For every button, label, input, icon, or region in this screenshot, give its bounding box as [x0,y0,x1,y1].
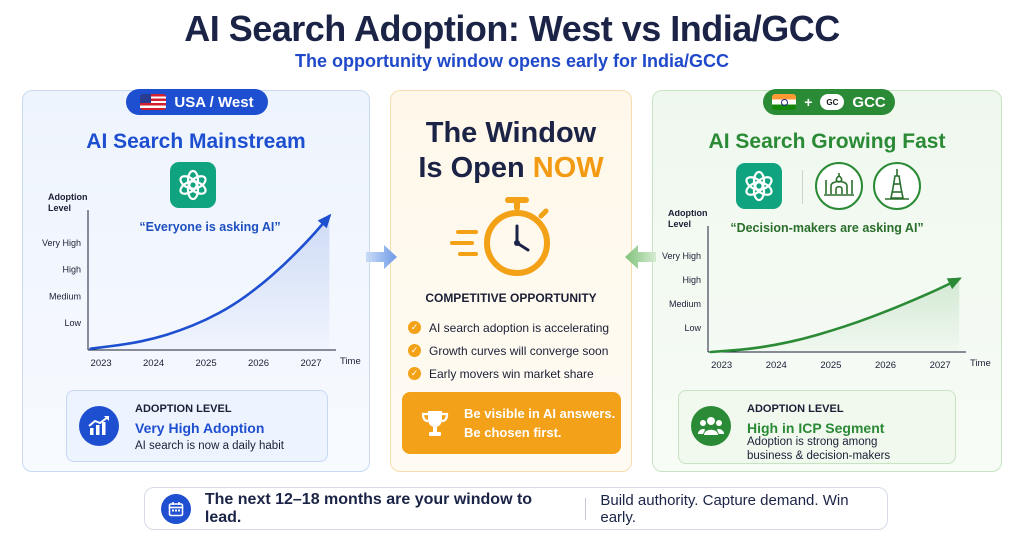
page-subtitle: The opportunity window opens early for I… [294,51,729,71]
cta-line-2: Be chosen first. [464,425,562,440]
x-tick-label: 2027 [300,358,321,369]
left-arrow-icon [625,245,656,269]
india-adoption-level: High in ICP Segment [747,420,885,436]
series-arrowhead [317,213,332,229]
series-line [89,214,331,350]
series-area [710,278,960,352]
list-item-label: Early movers win market share [429,366,594,381]
x-tick-label: 2025 [820,360,841,371]
india-gcc-region-badge: + GC GCC [763,89,895,115]
footer-lead: The next 12–18 months are your window to… [204,490,533,526]
check-icon: ✓ [408,367,421,380]
footer-divider [585,497,587,520]
west-summary-card: ADOPTION LEVEL Very High Adoption AI sea… [66,390,328,462]
check-icon: ✓ [408,344,421,357]
y-tick-label: Low [64,318,81,328]
us-flag-icon [140,94,167,110]
x-tick-label: 2023 [91,358,112,369]
taj-mahal-icon [815,162,863,210]
x-tick-label: 2024 [143,358,164,369]
window-title: The Window Is Open NOW [390,116,632,186]
west-summary-kicker: ADOPTION LEVEL [135,403,232,415]
stopwatch-icon [450,197,550,276]
y-tick-label: Low [684,323,701,333]
series-arrowhead [946,277,962,290]
india-summary-kicker: ADOPTION LEVEL [747,403,844,415]
gcc-logo-icon: GC [820,94,845,110]
y-tick-label: High [682,275,701,285]
opportunity-list: ✓ AI search adoption is accelerating ✓ Gro… [408,316,628,385]
window-title-now: NOW [532,152,604,184]
competitive-opportunity-title: COMPETITIVE OPPORTUNITY [425,291,597,305]
x-tick-label: 2027 [930,360,951,371]
west-adoption-chart: Adoption Level Low Medium High Very High 2023 2… [42,192,361,369]
india-flag-icon [772,94,797,110]
india-description-line-1: Adoption is strong among [747,436,878,448]
x-tick-label: 2026 [875,360,896,371]
india-quote: “Decision-makers are asking AI” [730,221,924,235]
series-area [90,216,330,350]
y-axis-title: Adoption Level [668,210,708,229]
west-adoption-description: AI search is now a daily habit [135,440,284,452]
india-description-line-2: business & decision-makers [747,450,891,462]
y-axis-title: Adoption Level [48,192,88,213]
india-adoption-description: Adoption is strong among business & deci… [747,435,890,463]
x-axis-title: Time [970,358,991,369]
west-heading: AI Search Mainstream [86,130,306,153]
trophy-icon [418,406,452,440]
burj-khalifa-icon [873,162,921,210]
india-summary-card: ADOPTION LEVEL High in ICP Segment Adopt… [678,390,956,464]
right-arrow-icon [366,245,397,269]
list-item-label: Growth curves will converge soon [429,343,609,358]
india-adoption-chart: Adoption Level Low Medium High Very High 2023 2… [662,210,991,371]
x-axis-title: Time [340,356,361,367]
footer-tagline: Build authority. Capture demand. Win ear… [600,491,849,526]
list-item: ✓ Growth curves will converge soon [408,339,628,362]
series-line [709,277,961,354]
list-item: ✓ Early movers win market share [408,362,628,385]
badge-plus: + [804,94,813,110]
list-item: ✓ AI search adoption is accelerating [408,316,628,339]
y-tick-label: Very High [42,238,81,248]
x-tick-label: 2026 [248,358,269,369]
y-tick-label: Medium [49,291,81,301]
page-title: AI Search Adoption: West vs India/GCC [184,8,840,49]
west-region-badge: USA / West [126,89,268,115]
icon-divider [802,170,803,204]
window-title-is-open: Is Open [418,152,525,184]
window-title-line2: Is Open NOW [390,151,632,186]
west-adoption-level: Very High Adoption [135,420,265,436]
cta-card: Be visible in AI answers. Be chosen firs… [402,392,621,454]
users-group-icon [691,406,731,446]
india-heading: AI Search Growing Fast [708,130,946,153]
india-badge-label: GCC [852,93,886,111]
x-tick-label: 2024 [766,360,787,371]
list-item-label: AI search adoption is accelerating [429,320,610,335]
chatgpt-logo-icon [170,162,216,208]
calendar-icon [161,493,191,524]
west-badge-label: USA / West [174,93,254,111]
y-tick-label: Medium [669,299,701,309]
chatgpt-logo-icon [736,163,782,209]
west-quote: “Everyone is asking AI” [139,220,281,234]
y-tick-label: Very High [662,251,701,261]
y-tick-label: High [62,265,81,275]
x-tick-label: 2023 [711,360,732,371]
window-title-line1: The Window [425,117,597,149]
cta-text: Be visible in AI answers. Be chosen firs… [464,404,615,442]
cta-line-1: Be visible in AI answers. [464,406,616,421]
growth-chart-icon [79,406,119,446]
footer-banner: The next 12–18 months are your window to… [144,487,888,530]
check-icon: ✓ [408,321,421,334]
x-tick-label: 2025 [195,358,216,369]
